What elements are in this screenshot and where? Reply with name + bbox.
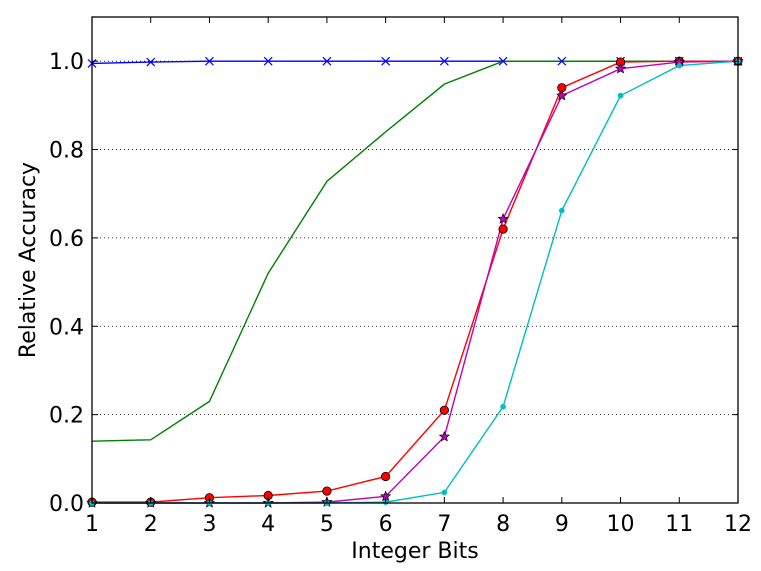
data-point — [617, 92, 624, 99]
data-point — [498, 56, 508, 66]
y-axis-title: Relative Accuracy — [16, 162, 41, 358]
data-point — [676, 62, 683, 69]
axis-ticks: 0.00.20.40.60.81.01 2 3 4 5 6 7 8 9 10 11 12 — [49, 17, 752, 537]
data-point — [498, 224, 508, 234]
series-line — [92, 60, 738, 503]
data-point — [441, 489, 448, 496]
x-tick-label: 10 — [607, 512, 635, 537]
y-tick-label: 0.0 — [49, 492, 84, 517]
x-tick-label: 1 — [85, 512, 99, 537]
x-tick-label: 3 — [202, 512, 216, 537]
data-point — [322, 486, 332, 496]
x-tick-label: 5 — [320, 512, 334, 537]
data-point — [322, 56, 332, 66]
data-point — [381, 56, 391, 66]
plot-frame — [91, 16, 739, 504]
x-tick-label: 6 — [379, 512, 393, 537]
data-point — [439, 405, 449, 415]
data-point — [614, 62, 627, 74]
data-point — [556, 89, 568, 101]
x-tick-label: 4 — [261, 512, 275, 537]
data-point — [381, 471, 391, 482]
data-point — [439, 56, 449, 66]
series-line — [91, 60, 738, 442]
x-tick-label: 2 — [144, 512, 158, 537]
y-tick-label: 0.2 — [49, 404, 84, 429]
data-point — [558, 207, 565, 214]
series-markers — [86, 55, 744, 508]
data-point — [146, 57, 156, 67]
x-tick-label: 8 — [496, 512, 510, 537]
data-point — [263, 56, 273, 66]
data-point — [438, 430, 450, 442]
data-point — [557, 56, 567, 66]
x-axis-title: Integer Bits — [351, 539, 478, 564]
x-tick-label: 7 — [437, 512, 451, 537]
data-point — [205, 56, 214, 66]
x-tick-label: 9 — [555, 512, 569, 537]
x-tick-label: 12 — [724, 512, 752, 537]
y-tick-label: 1.0 — [49, 50, 84, 75]
y-tick-label: 0.6 — [49, 227, 84, 252]
data-point — [497, 212, 509, 224]
data-point — [500, 403, 506, 410]
y-tick-label: 0.4 — [49, 315, 84, 340]
y-tick-label: 0.8 — [49, 139, 84, 164]
x-tick-label: 11 — [665, 512, 693, 537]
